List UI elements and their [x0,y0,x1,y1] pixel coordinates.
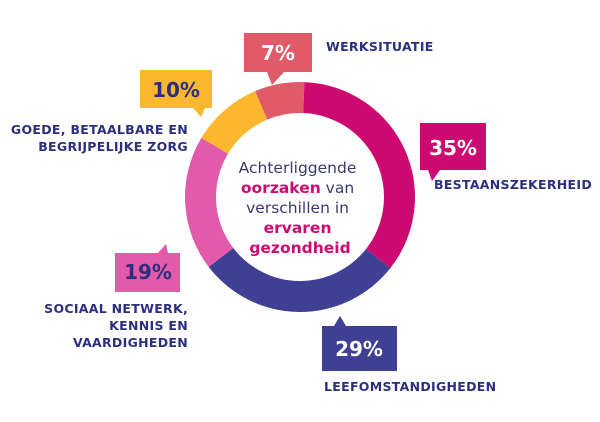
slice-leefomstandigheden [208,248,391,312]
label-line: BEGRIJPELIJKE ZORG [38,139,188,154]
label-leefomstandigheden: LEEFOMSTANDIGHEDEN [324,378,496,395]
badge-werksituatie: 7% [244,33,312,85]
slice-zorg [201,91,268,154]
label-line: SOCIAAL NETWERK, [44,301,188,316]
donut-slices [185,82,415,312]
badge-value-leefomstandigheden: 29% [335,337,383,361]
badge-value-zorg: 10% [152,78,200,102]
label-bestaanszekerheid: BESTAANSZEKERHEID [434,176,592,193]
badge-bubble-bestaanszekerheid [420,123,486,181]
badge-zorg: 10% [140,70,212,117]
badge-sociaal-netwerk: 19% [115,244,180,292]
badge-value-werksituatie: 7% [261,41,295,65]
label-line: LEEFOMSTANDIGHEDEN [324,379,497,394]
badge-bubble-sociaal-netwerk [115,244,180,292]
label-line: WERKSITUATIE [326,39,434,54]
badge-value-sociaal-netwerk: 19% [124,260,172,284]
badge-bubble-werksituatie [244,33,312,85]
badge-bubble-zorg [140,70,212,117]
label-line: VAARDIGHEDEN [72,335,188,350]
slice-werksituatie [255,82,305,120]
badge-bubble-leefomstandigheden [322,316,397,371]
label-zorg: GOEDE, BETAALBARE EN BEGRIJPELIJKE ZORG [11,121,188,155]
badge-bestaanszekerheid: 35% [420,123,486,181]
label-sociaal-netwerk: SOCIAAL NETWERK, KENNIS EN VAARDIGHEDEN [44,300,188,351]
badge-value-bestaanszekerheid: 35% [429,136,477,160]
center-title: Achterliggende oorzaken van verschillen … [239,159,362,257]
slice-sociaal_netwerk [185,137,234,267]
label-werksituatie: WERKSITUATIE [326,38,434,55]
badge-leefomstandigheden: 29% [322,316,397,371]
label-line: BESTAANSZEKERHEID [434,177,593,192]
label-line: GOEDE, BETAALBARE EN [10,122,188,137]
slice-bestaanszekerheid [303,82,415,269]
label-line: KENNIS EN [109,318,188,333]
